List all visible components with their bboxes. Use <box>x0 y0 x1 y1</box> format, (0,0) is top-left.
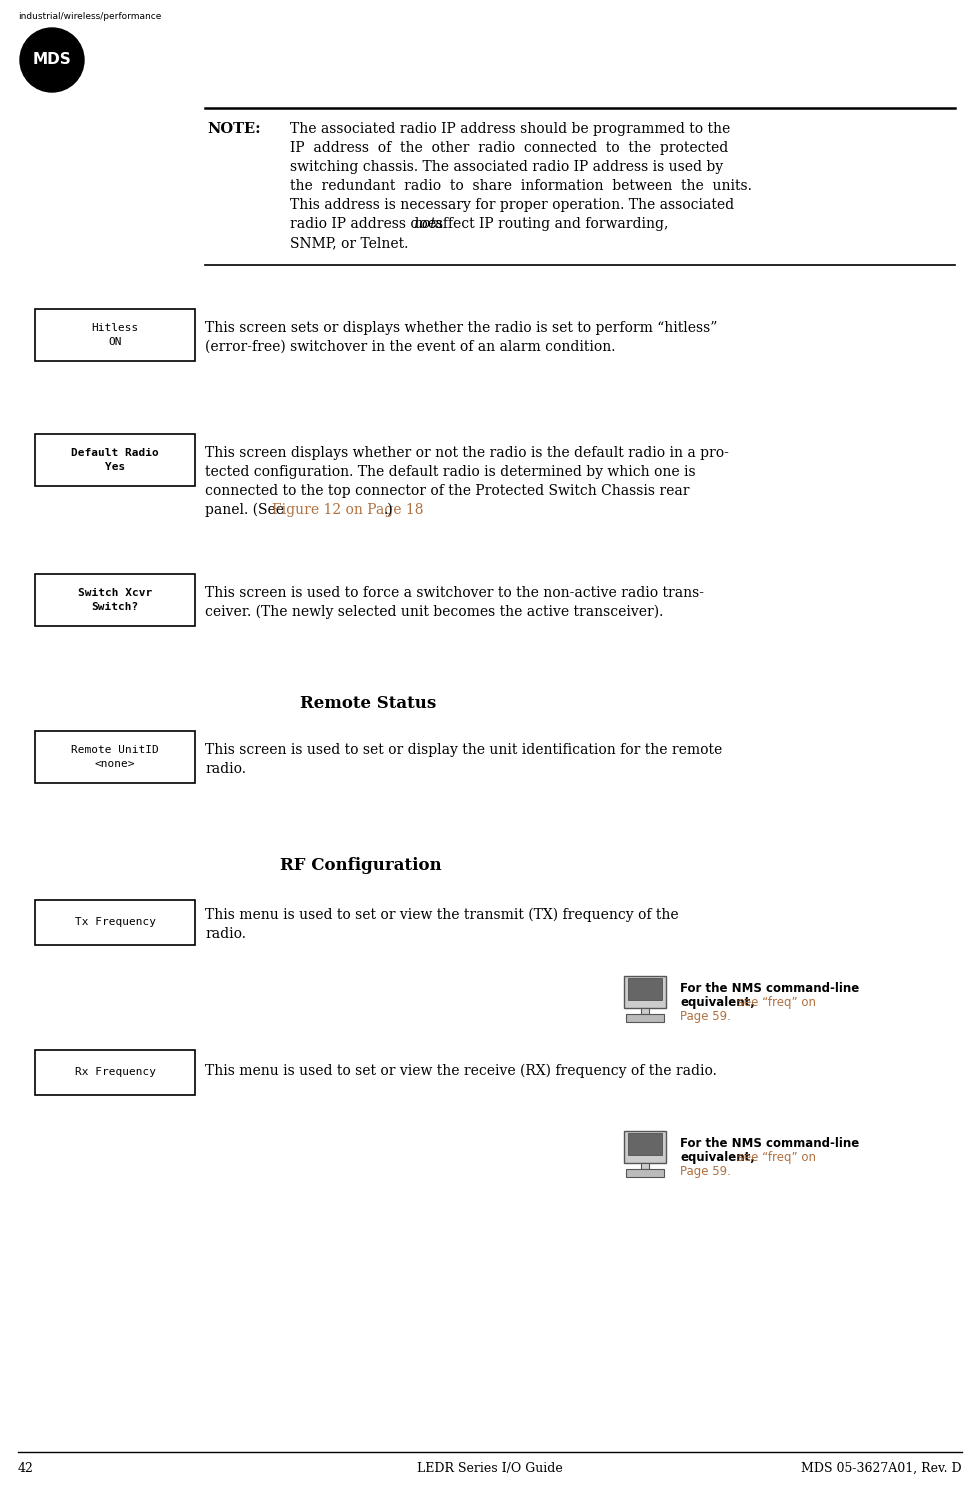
Text: This address is necessary for proper operation. The associated: This address is necessary for proper ope… <box>290 198 734 212</box>
Text: SNMP, or Telnet.: SNMP, or Telnet. <box>290 235 409 250</box>
Text: Figure 12 on Page 18: Figure 12 on Page 18 <box>272 504 423 517</box>
Text: Page 59.: Page 59. <box>680 1165 731 1179</box>
FancyBboxPatch shape <box>35 434 195 486</box>
Text: This screen is used to force a switchover to the non-active radio trans-: This screen is used to force a switchove… <box>205 586 704 600</box>
Text: IP  address  of  the  other  radio  connected  to  the  protected: IP address of the other radio connected … <box>290 142 728 155</box>
FancyBboxPatch shape <box>626 1170 664 1177</box>
Text: Switch?: Switch? <box>91 602 138 612</box>
Text: For the NMS command-line: For the NMS command-line <box>680 982 859 995</box>
FancyBboxPatch shape <box>641 1009 649 1015</box>
Text: radio.: radio. <box>205 761 246 776</box>
Text: radio.: radio. <box>205 927 246 942</box>
Text: the  redundant  radio  to  share  information  between  the  units.: the redundant radio to share information… <box>290 179 752 194</box>
Text: industrial/wireless/performance: industrial/wireless/performance <box>18 12 162 21</box>
FancyBboxPatch shape <box>35 900 195 945</box>
FancyBboxPatch shape <box>35 732 195 784</box>
Text: switching chassis. The associated radio IP address is used by: switching chassis. The associated radio … <box>290 159 723 174</box>
Text: not: not <box>414 218 436 231</box>
Text: Rx Frequency: Rx Frequency <box>74 1067 156 1077</box>
Text: 42: 42 <box>18 1462 34 1475</box>
Text: (error-free) switchover in the event of an alarm condition.: (error-free) switchover in the event of … <box>205 340 615 355</box>
Text: MDS: MDS <box>32 52 72 67</box>
Text: This screen is used to set or display the unit identification for the remote: This screen is used to set or display th… <box>205 744 722 757</box>
Text: tected configuration. The default radio is determined by which one is: tected configuration. The default radio … <box>205 465 696 478</box>
FancyBboxPatch shape <box>35 574 195 626</box>
Text: This screen displays whether or not the radio is the default radio in a pro-: This screen displays whether or not the … <box>205 446 729 460</box>
Text: connected to the top connector of the Protected Switch Chassis rear: connected to the top connector of the Pr… <box>205 484 690 498</box>
Circle shape <box>20 28 84 92</box>
Text: ON: ON <box>108 337 122 347</box>
Text: radio IP address does: radio IP address does <box>290 218 448 231</box>
Text: Remote Status: Remote Status <box>300 694 436 712</box>
Text: ceiver. (The newly selected unit becomes the active transceiver).: ceiver. (The newly selected unit becomes… <box>205 605 663 620</box>
Text: Yes: Yes <box>105 462 125 472</box>
Text: panel. (See: panel. (See <box>205 504 288 517</box>
FancyBboxPatch shape <box>624 1131 666 1164</box>
Text: .): .) <box>384 504 394 517</box>
Text: NOTE:: NOTE: <box>207 122 261 136</box>
FancyBboxPatch shape <box>641 1164 649 1170</box>
Text: equivalent,: equivalent, <box>680 995 755 1009</box>
Text: Page 59.: Page 59. <box>680 1010 731 1024</box>
Text: see “freq” on: see “freq” on <box>734 1150 816 1164</box>
FancyBboxPatch shape <box>628 1132 662 1155</box>
Text: Tx Frequency: Tx Frequency <box>74 916 156 927</box>
Text: Remote UnitID: Remote UnitID <box>72 745 159 755</box>
Text: Default Radio: Default Radio <box>72 448 159 457</box>
FancyBboxPatch shape <box>628 977 662 1000</box>
Text: Switch Xcvr: Switch Xcvr <box>77 589 152 597</box>
Text: see “freq” on: see “freq” on <box>734 995 816 1009</box>
Text: Hitless: Hitless <box>91 323 138 332</box>
Text: RF Configuration: RF Configuration <box>280 857 442 875</box>
Text: The associated radio IP address should be programmed to the: The associated radio IP address should b… <box>290 122 730 136</box>
Text: MDS 05-3627A01, Rev. D: MDS 05-3627A01, Rev. D <box>802 1462 962 1475</box>
Text: For the NMS command-line: For the NMS command-line <box>680 1137 859 1150</box>
Text: <none>: <none> <box>95 758 135 769</box>
Text: This menu is used to set or view the transmit (TX) frequency of the: This menu is used to set or view the tra… <box>205 907 678 922</box>
FancyBboxPatch shape <box>624 976 666 1009</box>
FancyBboxPatch shape <box>35 308 195 361</box>
FancyBboxPatch shape <box>35 1049 195 1095</box>
Text: This screen sets or displays whether the radio is set to perform “hitless”: This screen sets or displays whether the… <box>205 320 717 335</box>
Text: affect IP routing and forwarding,: affect IP routing and forwarding, <box>430 218 668 231</box>
Text: LEDR Series I/O Guide: LEDR Series I/O Guide <box>417 1462 563 1475</box>
Text: This menu is used to set or view the receive (RX) frequency of the radio.: This menu is used to set or view the rec… <box>205 1064 717 1079</box>
FancyBboxPatch shape <box>626 1015 664 1022</box>
Text: equivalent,: equivalent, <box>680 1150 755 1164</box>
